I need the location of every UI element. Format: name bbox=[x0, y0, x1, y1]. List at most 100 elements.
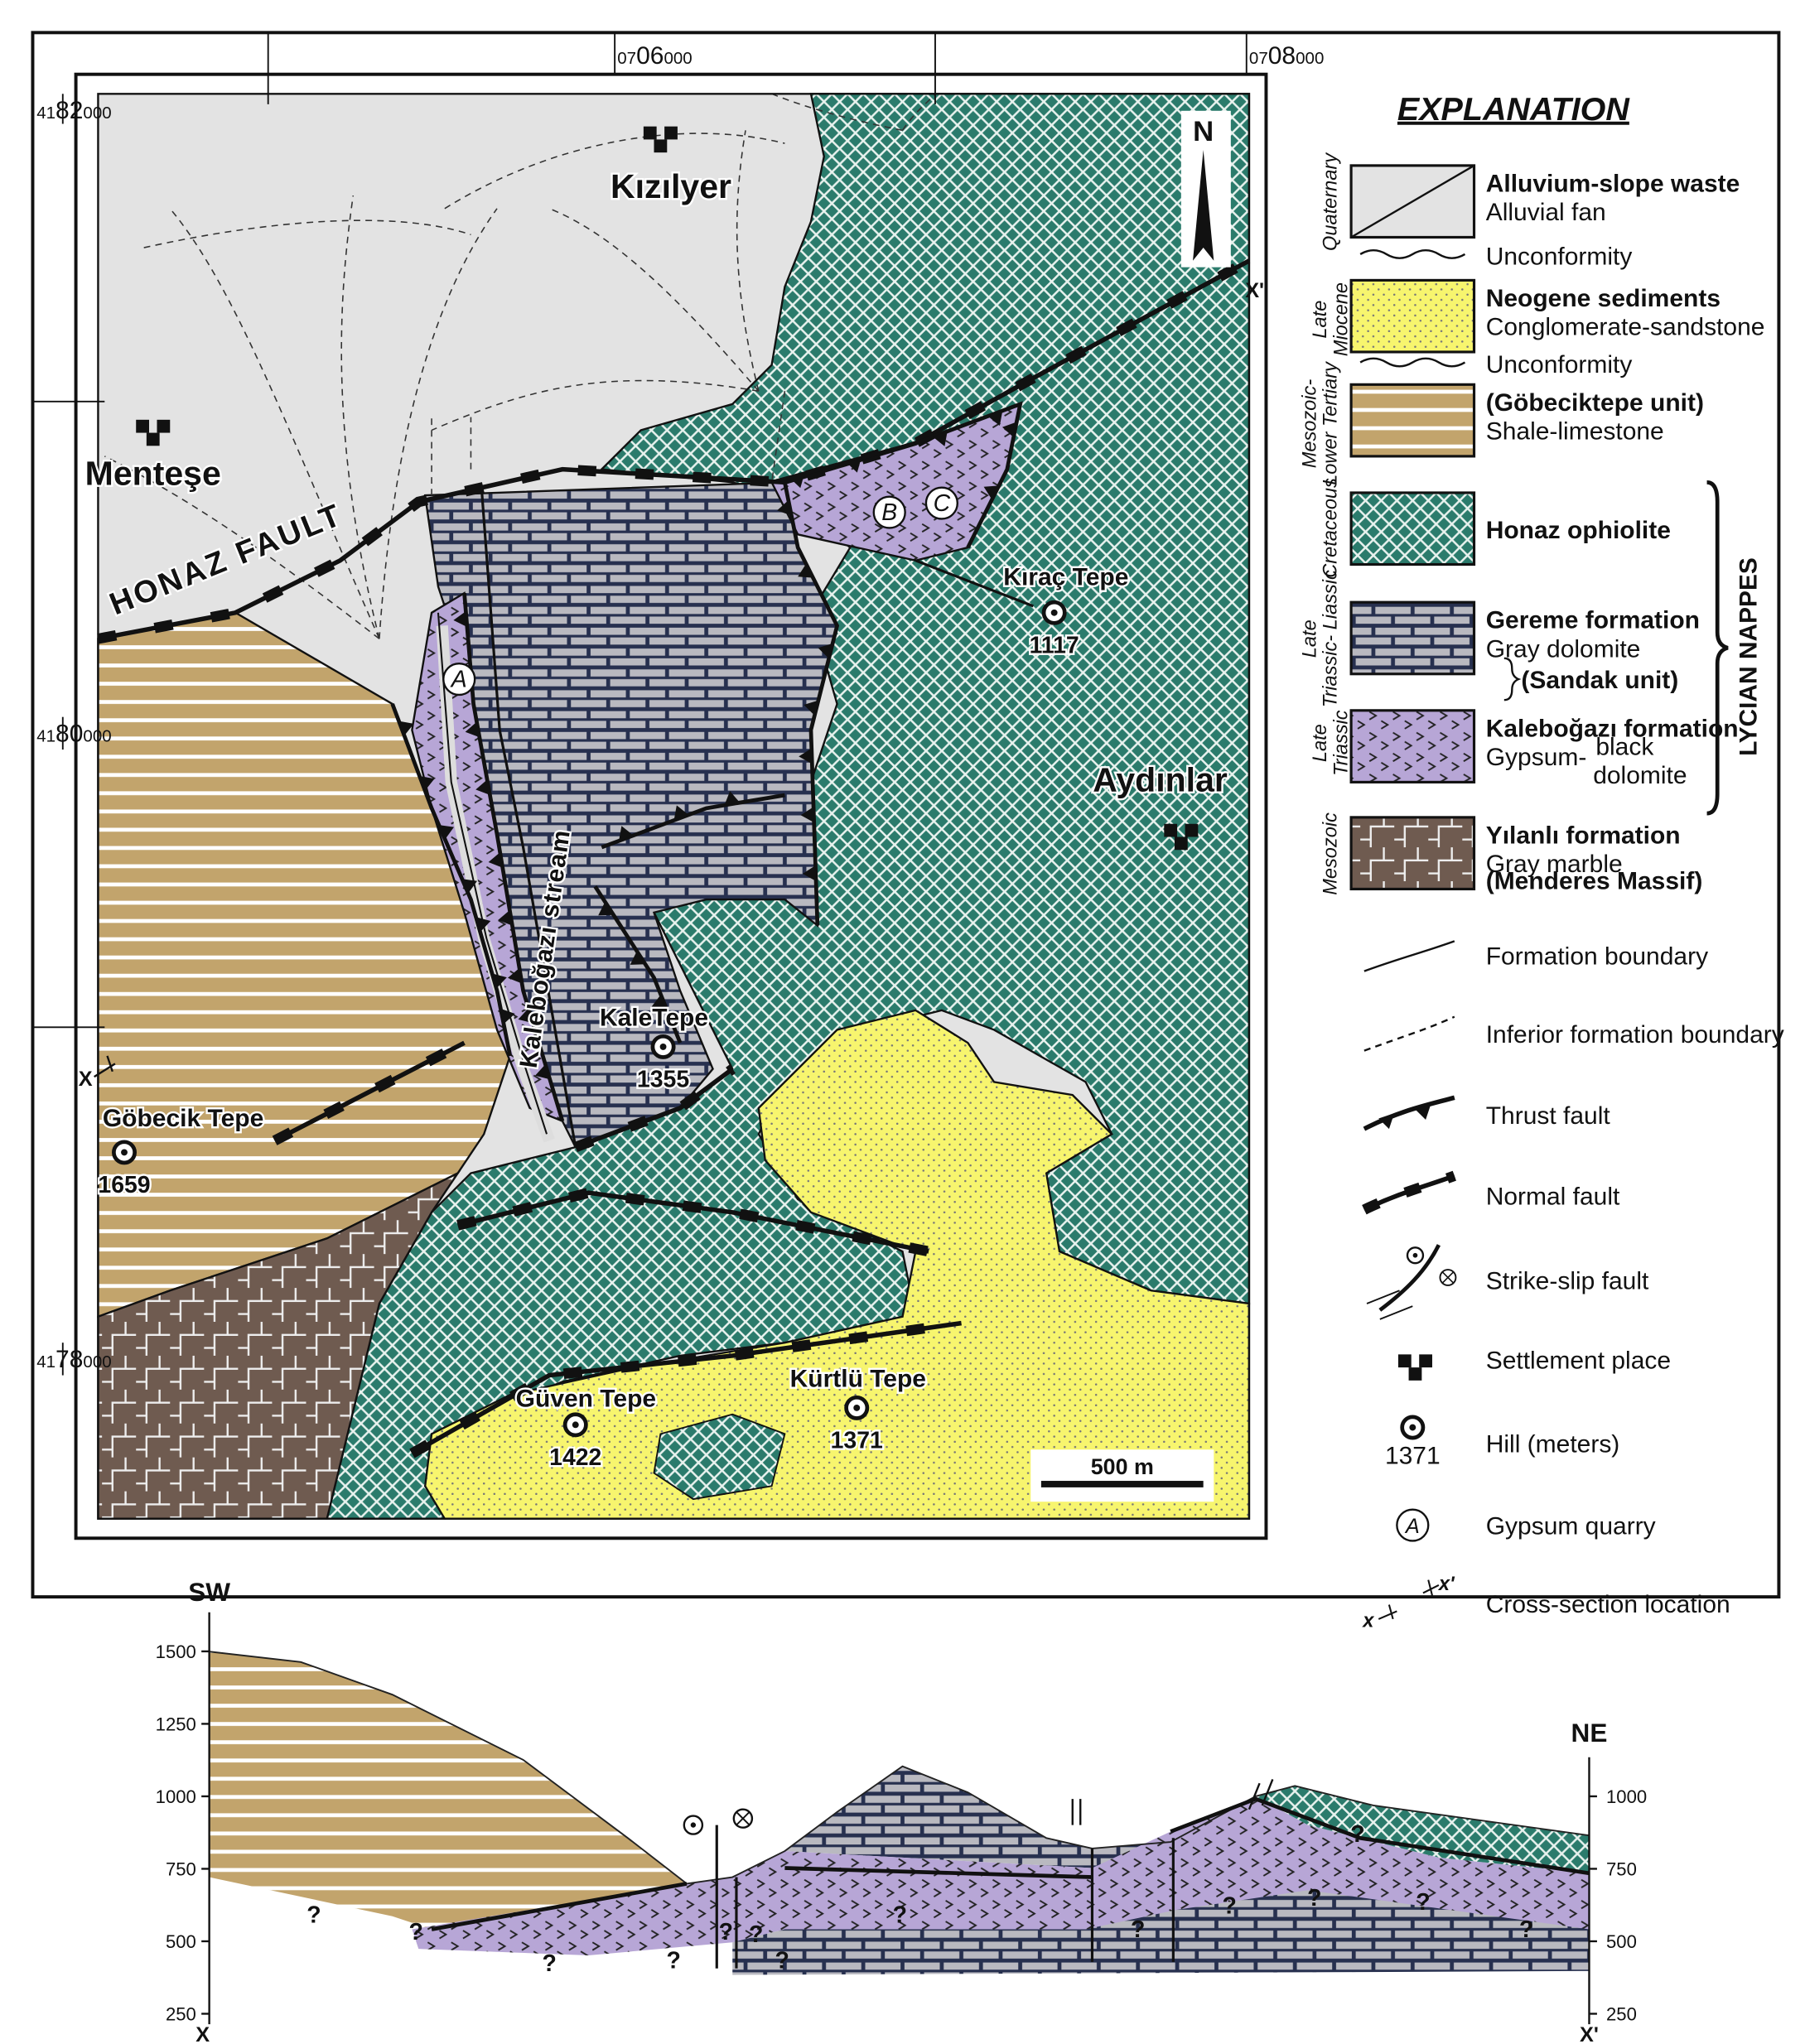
legend-brace bbox=[1503, 657, 1522, 701]
coord-part: 82 bbox=[56, 97, 83, 124]
thrust-tooth bbox=[802, 865, 817, 881]
hill-dot bbox=[1050, 609, 1058, 616]
thrust-tooth bbox=[465, 721, 480, 738]
legend-symbol-label: Cross-section location bbox=[1486, 1591, 1730, 1618]
thrust-fault bbox=[593, 885, 683, 1044]
thrust-tooth bbox=[475, 779, 490, 795]
xs-tick-label: 1000 bbox=[156, 1786, 196, 1807]
quarry-label: A bbox=[1404, 1515, 1420, 1538]
outer-frame bbox=[31, 31, 1781, 1599]
quarry-label: A bbox=[450, 667, 467, 693]
strike-slip-arrows bbox=[1366, 1290, 1413, 1320]
xs-unknown: ? bbox=[666, 1948, 680, 1974]
settlement-square bbox=[157, 419, 171, 433]
legend-age: Cretaceous bbox=[1320, 478, 1342, 578]
hill-dot bbox=[121, 1149, 128, 1156]
xs-unknown: ? bbox=[1223, 1893, 1237, 1920]
thrust-tooth bbox=[630, 951, 646, 965]
unconformity-line bbox=[1359, 249, 1466, 259]
xs-ophiolite bbox=[1255, 1786, 1590, 1873]
north-arrow bbox=[1193, 150, 1214, 261]
settlement-square bbox=[1419, 1354, 1432, 1368]
xs-tick-label: 250 bbox=[166, 2003, 196, 2024]
thrust-fault bbox=[601, 793, 785, 850]
north-label: N bbox=[1193, 116, 1214, 147]
legend-symbol-label: Settlement place bbox=[1486, 1347, 1671, 1375]
map-inner-frame bbox=[97, 93, 1251, 1520]
hill-elevation: 1371 bbox=[1385, 1443, 1441, 1470]
legend-unit: Gereme formation bbox=[1486, 607, 1700, 634]
thrust-tooth bbox=[818, 643, 833, 659]
legend-title: EXPLANATION bbox=[1397, 91, 1630, 128]
xs-dolomite bbox=[784, 1766, 1093, 1868]
legend-unit: Yılanlı formation bbox=[1486, 822, 1681, 849]
legend-age: Quaternary bbox=[1320, 152, 1342, 251]
thrust-tooth bbox=[534, 1064, 550, 1080]
legend-symbol-label: Gypsum quarry bbox=[1486, 1513, 1656, 1540]
strike-slip bbox=[1378, 1244, 1441, 1312]
coord-y: 4178000 bbox=[36, 1346, 111, 1373]
legend-desc: Gray dolomite bbox=[1486, 635, 1641, 663]
thrust-tooth bbox=[651, 994, 667, 1010]
hill-dot bbox=[659, 1043, 667, 1050]
legend-desc: black bbox=[1595, 733, 1654, 760]
quarries: A B C bbox=[442, 486, 959, 697]
thrust-tooth bbox=[518, 1008, 533, 1024]
xs-unknown: ? bbox=[719, 1919, 733, 1945]
scale-label: 500 m bbox=[1091, 1454, 1154, 1479]
quarry-label: C bbox=[934, 490, 951, 517]
xs-unknown: ? bbox=[749, 1921, 763, 1948]
alluvial-fan-lines bbox=[104, 93, 936, 639]
xs-faults bbox=[715, 1825, 1175, 1969]
xs-tick-label: 750 bbox=[166, 1858, 196, 1879]
legend-age-line: Late bbox=[1310, 301, 1331, 339]
stream-line bbox=[437, 612, 548, 1135]
legend-nappes: LYCIAN NAPPES bbox=[1735, 557, 1763, 756]
legend-swatch bbox=[1349, 709, 1476, 783]
unconformity-line bbox=[1359, 357, 1466, 368]
inferior-boundary bbox=[1363, 1015, 1455, 1052]
thrust-tooth bbox=[846, 457, 861, 473]
xs-tick-label: 1250 bbox=[156, 1714, 196, 1734]
legend-desc: Alluvial fan bbox=[1486, 199, 1606, 226]
legend-age: LateTriassic bbox=[1310, 710, 1352, 776]
thrust-tooth bbox=[799, 748, 813, 764]
thrust-tooth bbox=[804, 700, 818, 716]
xs-end-label: NE bbox=[1571, 1718, 1608, 1748]
hill-dot bbox=[572, 1421, 579, 1429]
legend-desc: Conglomerate-sandstone bbox=[1486, 314, 1765, 341]
xs-unknown: ? bbox=[1519, 1916, 1533, 1943]
hill-name: KaleTepe bbox=[600, 1005, 708, 1032]
legend-age-line: Triassic- Liassic bbox=[1320, 570, 1342, 707]
legend-desc: Shale-limestone bbox=[1486, 417, 1664, 445]
legend-brace bbox=[1706, 480, 1729, 816]
xs-tick-label: 500 bbox=[166, 1931, 196, 1952]
xs-unknown: ? bbox=[306, 1902, 321, 1929]
formation-boundary bbox=[1363, 940, 1455, 972]
thrust-tooth bbox=[498, 909, 513, 926]
xs-unknown: ? bbox=[1131, 1916, 1145, 1943]
xs-dot bbox=[690, 1822, 697, 1828]
xs-tick-label: 1000 bbox=[1606, 1786, 1647, 1807]
hill-elevation: 1371 bbox=[831, 1428, 883, 1454]
coord-x: 0706000 bbox=[617, 42, 692, 70]
xs-tick-label: 750 bbox=[1606, 1858, 1637, 1879]
thrust-tooth bbox=[419, 775, 435, 791]
quarry-symbol bbox=[1396, 1508, 1430, 1542]
legend-desc: Gypsum- bbox=[1486, 744, 1587, 771]
hill-elevation: 1117 bbox=[1030, 633, 1079, 659]
strike-slip-dot bbox=[1412, 1252, 1418, 1258]
xs-unknown: ? bbox=[1307, 1885, 1321, 1911]
legend-diagonal bbox=[1350, 164, 1475, 239]
legend-unit: Kaleboğazı formation bbox=[1486, 715, 1739, 742]
settlement-square bbox=[654, 139, 668, 153]
coord-part: 41 bbox=[36, 104, 56, 123]
quarry-symbol bbox=[872, 495, 906, 529]
legend-symbol-label: Formation boundary bbox=[1486, 943, 1708, 971]
thrust-tooth bbox=[798, 563, 813, 578]
legend-desc: dolomite bbox=[1593, 762, 1687, 789]
thrust-fault bbox=[770, 401, 1023, 549]
normal-fault-blocks bbox=[97, 256, 1252, 644]
coord-part: 000 bbox=[83, 727, 111, 746]
